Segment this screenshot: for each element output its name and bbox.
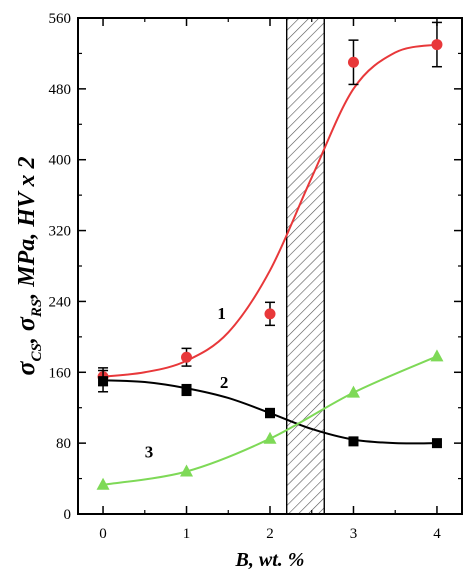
y-axis-sigma-1: σ — [11, 361, 40, 376]
y-tick-label-160: 160 — [49, 365, 72, 381]
series-label-3: 3 — [145, 442, 154, 461]
y-axis-sub-rs: RS — [29, 299, 45, 318]
y-axis-sigma-2: σ — [11, 316, 40, 331]
y-axis-sub-cs: CS — [29, 343, 45, 361]
x-tick-label-1: 1 — [183, 526, 191, 542]
series-2-point — [98, 376, 109, 387]
y-tick-label-560: 560 — [49, 11, 72, 27]
shaded-region — [285, 17, 325, 515]
y-axis-units: , MPa, HV x 2 — [14, 157, 40, 300]
x-tick-label-0: 0 — [99, 526, 107, 542]
y-tick-label-480: 480 — [49, 82, 72, 98]
y-axis-label: σCS, σRS, MPa, HV x 2 — [11, 157, 45, 376]
series-3-point — [263, 431, 277, 444]
series-3-line — [102, 355, 438, 486]
series-label-1: 1 — [217, 304, 226, 323]
series-1-point — [347, 56, 359, 68]
y-tick-label-0: 0 — [64, 507, 72, 523]
series-3-point — [180, 464, 194, 477]
series-1-line — [102, 43, 438, 378]
y-tick-label-320: 320 — [49, 224, 72, 240]
series-1-point — [181, 351, 193, 363]
series-3-point — [430, 349, 444, 362]
y-tick-label-400: 400 — [49, 153, 72, 169]
y-tick-label-240: 240 — [49, 294, 72, 310]
series-3-point — [346, 385, 360, 398]
series-label-2: 2 — [220, 373, 229, 392]
series-2-point — [431, 438, 442, 449]
x-tick-label-3: 3 — [350, 526, 358, 542]
x-tick-label-2: 2 — [266, 526, 274, 542]
series-3-point — [96, 477, 110, 490]
y-axis-sep: , — [14, 331, 40, 344]
x-tick-label-4: 4 — [433, 526, 441, 542]
x-axis-label: B, wt. % — [235, 549, 305, 571]
y-tick-label-80: 80 — [56, 436, 71, 452]
series-1-point — [431, 39, 443, 51]
series-2-point — [265, 408, 275, 419]
series-2-point — [348, 436, 359, 447]
series-1-point — [264, 308, 276, 320]
series-2-point — [181, 385, 192, 395]
